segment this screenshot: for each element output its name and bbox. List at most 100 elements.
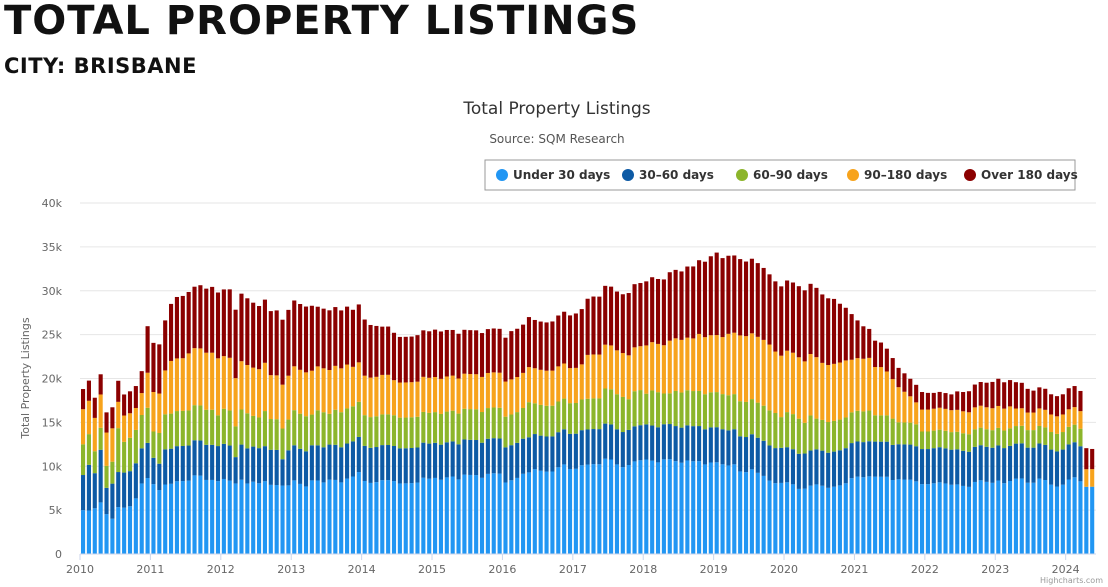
bar-segment[interactable] [691,461,696,554]
bar-segment[interactable] [462,474,467,554]
bar-segment[interactable] [884,476,889,554]
bar-segment[interactable] [403,448,408,484]
bar-segment[interactable] [321,308,326,369]
bar-segment[interactable] [427,412,432,444]
bar-segment[interactable] [1072,386,1077,408]
bar-segment[interactable] [708,427,713,463]
bar-segment[interactable] [169,360,174,414]
bar-segment[interactable] [521,372,526,408]
bar-segment[interactable] [321,412,326,448]
highcharts-credit[interactable]: Highcharts.com [1040,576,1103,585]
bar-segment[interactable] [368,482,373,554]
bar-segment[interactable] [1007,445,1013,481]
bar-segment[interactable] [262,299,267,363]
bar-segment[interactable] [521,473,526,554]
bar-segment[interactable] [468,439,473,475]
bar-segment[interactable] [538,369,543,405]
bar-segment[interactable] [896,387,901,423]
bar-segment[interactable] [556,467,561,554]
bar-segment[interactable] [509,379,514,415]
bar-segment[interactable] [931,483,936,554]
bar-segment[interactable] [450,441,455,477]
bar-segment[interactable] [1054,433,1060,452]
bar-segment[interactable] [685,266,690,338]
bar-segment[interactable] [245,448,250,484]
bar-segment[interactable] [966,486,972,554]
bar-segment[interactable] [345,443,350,479]
bar-segment[interactable] [655,427,661,463]
bar-segment[interactable] [837,303,842,363]
bar-segment[interactable] [626,293,631,356]
bar-segment[interactable] [321,368,326,413]
bar-segment[interactable] [127,413,133,438]
bar-segment[interactable] [298,369,303,414]
bar-segment[interactable] [855,441,860,477]
bar-segment[interactable] [732,464,737,554]
bar-segment[interactable] [567,403,573,434]
bar-segment[interactable] [908,378,913,397]
bar-segment[interactable] [914,424,919,447]
bar-segment[interactable] [925,449,930,485]
bar-segment[interactable] [585,398,590,430]
bar-segment[interactable] [456,444,461,480]
bar-segment[interactable] [961,485,966,554]
bar-segment[interactable] [919,484,925,554]
bar-segment[interactable] [826,422,831,453]
bar-segment[interactable] [796,453,801,489]
bar-segment[interactable] [609,389,614,425]
bar-segment[interactable] [773,351,778,413]
bar-segment[interactable] [567,468,573,554]
bar-segment[interactable] [562,363,567,399]
bar-segment[interactable] [245,483,250,554]
bar-segment[interactable] [738,259,743,336]
bar-segment[interactable] [180,481,185,554]
bar-segment[interactable] [350,406,355,442]
bar-segment[interactable] [814,357,819,419]
bar-segment[interactable] [292,445,297,481]
bar-segment[interactable] [350,366,355,407]
bar-segment[interactable] [1072,424,1077,443]
bar-segment[interactable] [773,448,778,484]
bar-segment[interactable] [151,342,156,393]
bar-segment[interactable] [667,272,672,341]
bar-segment[interactable] [1054,451,1060,487]
bar-segment[interactable] [966,412,972,435]
bar-segment[interactable] [122,507,127,554]
bar-segment[interactable] [626,355,631,400]
bar-segment[interactable] [251,302,256,368]
bar-segment[interactable] [773,483,778,554]
bar-segment[interactable] [497,328,502,373]
bar-segment[interactable] [391,481,397,554]
bar-segment[interactable] [210,444,215,480]
bar-segment[interactable] [444,376,449,412]
bar-segment[interactable] [1002,408,1007,431]
bar-segment[interactable] [550,471,555,554]
bar-segment[interactable] [374,416,379,448]
bar-segment[interactable] [433,412,438,443]
bar-segment[interactable] [526,472,532,554]
bar-segment[interactable] [1031,390,1036,413]
bar-segment[interactable] [873,441,878,477]
bar-segment[interactable] [151,392,156,432]
bar-segment[interactable] [1049,414,1054,433]
bar-segment[interactable] [579,364,584,400]
bar-segment[interactable] [896,479,901,554]
bar-segment[interactable] [720,258,725,338]
bar-segment[interactable] [309,305,314,371]
bar-segment[interactable] [697,260,702,334]
bar-segment[interactable] [761,339,766,406]
bar-segment[interactable] [145,478,150,554]
bar-segment[interactable] [303,486,309,554]
bar-segment[interactable] [573,313,578,368]
bar-segment[interactable] [843,483,848,554]
bar-segment[interactable] [1025,388,1030,413]
bar-segment[interactable] [855,320,860,359]
legend-item[interactable]: 60–90 days [736,168,828,182]
bar-segment[interactable] [955,484,960,554]
bar-segment[interactable] [81,444,86,476]
bar-segment[interactable] [550,436,555,472]
bar-segment[interactable] [767,344,772,411]
bar-segment[interactable] [609,424,614,460]
bar-segment[interactable] [984,407,989,430]
bar-segment[interactable] [726,333,731,396]
